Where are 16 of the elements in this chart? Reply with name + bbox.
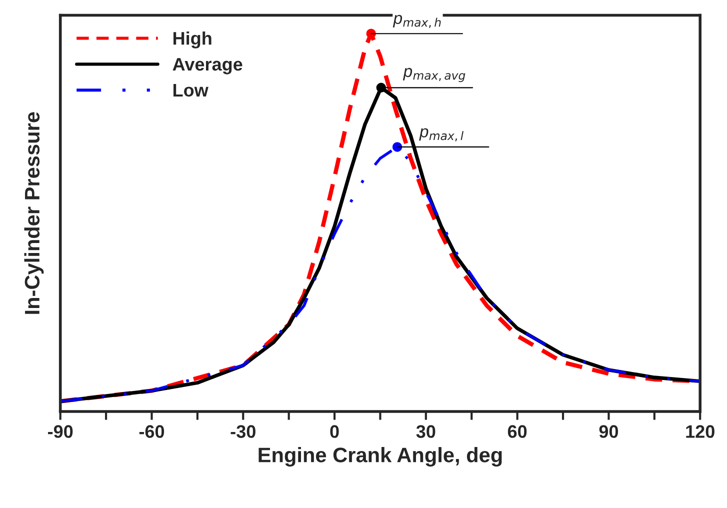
x-tick-label: 30	[416, 425, 436, 438]
x-tick-label: -30	[230, 425, 256, 438]
x-axis-title: Engine Crank Angle, deg	[258, 447, 502, 467]
y-axis-title: In-Cylinder Pressure	[24, 112, 44, 314]
x-tick-label: -90	[48, 425, 73, 438]
legend-label: High	[173, 31, 212, 48]
legend-label: Average	[172, 58, 242, 74]
x-tick-label: 60	[508, 425, 527, 438]
x-tick-label: 0	[330, 425, 339, 438]
annotation: p$_{max,l}$	[419, 128, 464, 142]
legend-label: Low	[173, 84, 208, 97]
x-tick-label: -60	[139, 425, 164, 438]
annotation: p$_{max,avg}$	[402, 68, 466, 82]
annotation: p$_{max,h}$	[392, 14, 441, 28]
x-tick-label: 90	[599, 425, 618, 438]
x-tick-label: 120	[686, 425, 714, 438]
